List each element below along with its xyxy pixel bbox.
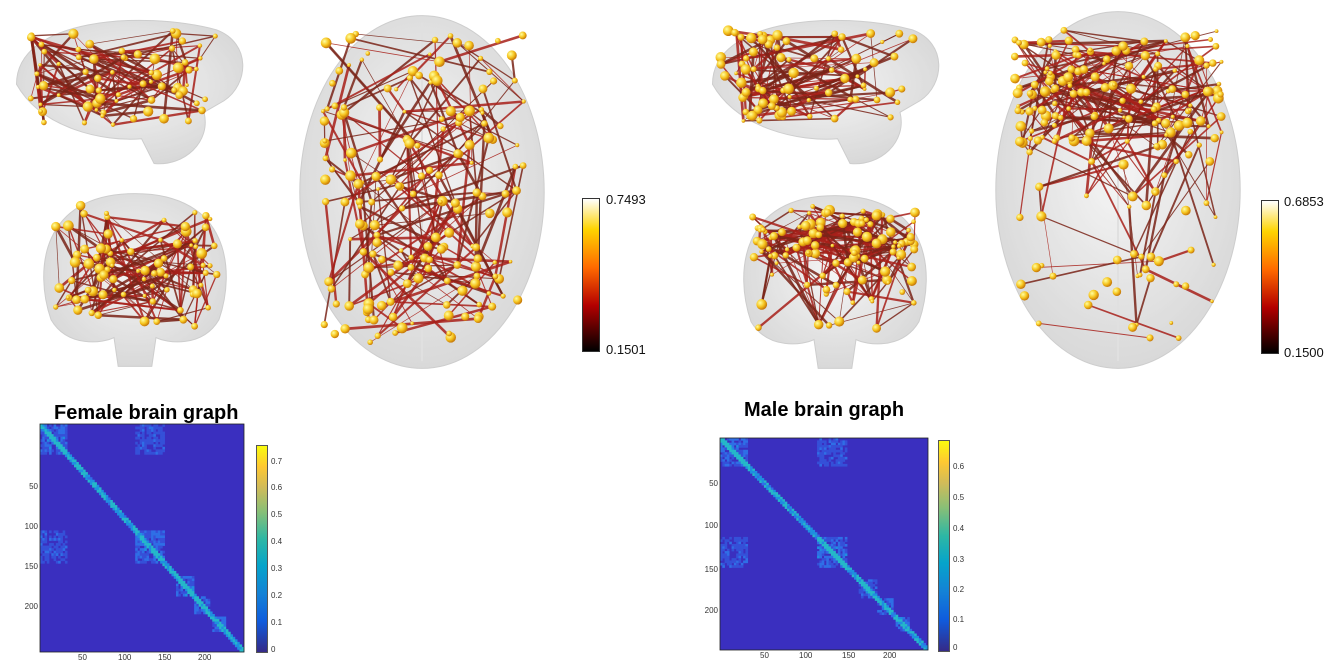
male-matrix-y-ticks: 50 100 150 200 (700, 438, 718, 650)
cbar-tick: 0 (953, 643, 957, 652)
y-tick: 50 (709, 479, 718, 488)
x-tick: 100 (799, 651, 812, 660)
y-tick: 100 (25, 522, 38, 531)
cbar-tick: 0 (271, 645, 275, 654)
y-tick: 50 (29, 482, 38, 491)
y-tick: 200 (25, 602, 38, 611)
cbar-tick: 0.6 (953, 462, 964, 471)
cbar-tick: 0.6 (271, 483, 282, 492)
cbar-tick: 0.5 (271, 510, 282, 519)
female-graph-title: Female brain graph (54, 402, 239, 425)
female-colorbar-max: 0.7493 (606, 192, 646, 207)
female-colorbar-min: 0.1501 (606, 342, 646, 357)
female-coronal-brain (30, 190, 240, 370)
y-tick: 200 (705, 606, 718, 615)
male-matrix-cbar-ticks: 0.6 0.5 0.4 0.3 0.2 0.1 0 (953, 440, 973, 650)
cbar-tick: 0.3 (953, 555, 964, 564)
y-tick: 150 (705, 565, 718, 574)
male-coronal-brain (730, 192, 940, 372)
cbar-tick: 0.5 (953, 493, 964, 502)
female-axial-brain (292, 12, 552, 372)
female-matrix-cbar-ticks: 0.7 0.6 0.5 0.4 0.3 0.2 0.1 0 (271, 445, 291, 651)
cbar-tick: 0.2 (271, 591, 282, 600)
female-network-colorbar (582, 198, 600, 352)
x-tick: 50 (760, 651, 769, 660)
male-sagittal-brain (700, 10, 950, 175)
x-tick: 150 (842, 651, 855, 660)
female-sagittal-brain (4, 10, 254, 175)
cbar-tick: 0.4 (953, 524, 964, 533)
cbar-tick: 0.1 (271, 618, 282, 627)
y-tick: 100 (705, 521, 718, 530)
cbar-tick: 0.7 (271, 457, 282, 466)
female-matrix-x-ticks: 50 100 150 200 (40, 653, 244, 663)
female-matrix-y-ticks: 50 100 150 200 (20, 424, 38, 652)
male-axial-brain (988, 8, 1248, 372)
y-tick: 150 (25, 562, 38, 571)
cbar-tick: 0.4 (271, 537, 282, 546)
male-network-colorbar (1261, 200, 1279, 354)
male-matrix-x-ticks: 50 100 150 200 (720, 651, 928, 661)
male-colorbar-max: 0.6853 (1284, 194, 1324, 209)
cbar-tick: 0.3 (271, 564, 282, 573)
x-tick: 200 (883, 651, 896, 660)
female-matrix-colorbar (256, 445, 268, 653)
cbar-tick: 0.2 (953, 585, 964, 594)
male-connectivity-matrix (720, 438, 928, 650)
male-colorbar-min: 0.1500 (1284, 345, 1324, 360)
cbar-tick: 0.1 (953, 615, 964, 624)
male-graph-title: Male brain graph (744, 399, 904, 422)
male-matrix-colorbar (938, 440, 950, 652)
female-connectivity-matrix (40, 424, 244, 652)
